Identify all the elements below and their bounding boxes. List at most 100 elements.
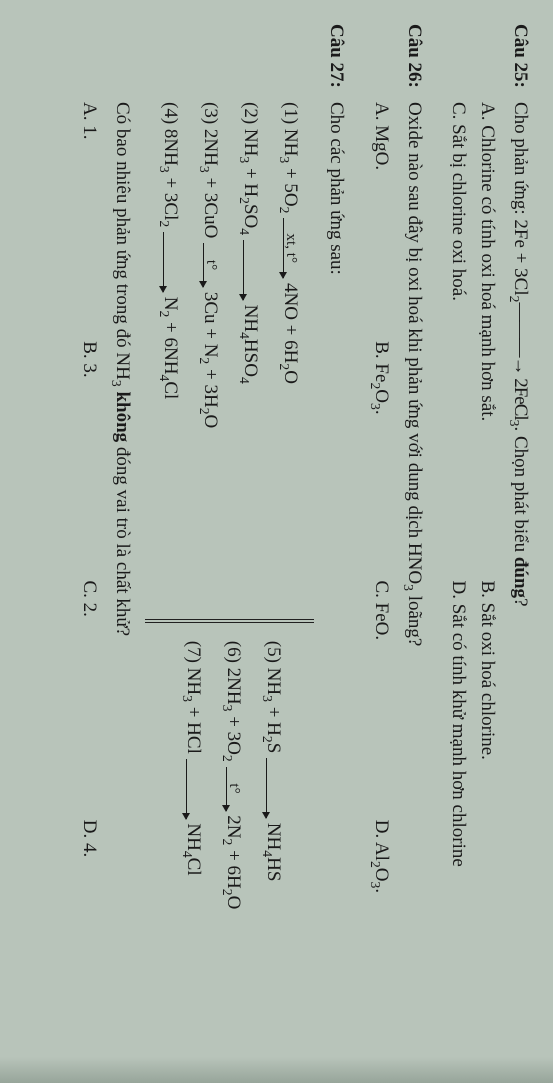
txt: đóng vai trò là chất khử?: [112, 442, 133, 636]
subscript: 4: [180, 851, 195, 858]
arrow-icon: xt, t°: [283, 218, 297, 278]
arrow-icon: [163, 232, 177, 292]
q25-stem-end: ?: [510, 598, 531, 606]
txt: + 3H: [200, 364, 221, 407]
q26-opt-a: A. MgO.: [365, 102, 396, 341]
txt: NH: [263, 823, 284, 850]
reaction-6: (6) 2NH3 + 3O2 t° 2N2 + 6H2O: [217, 641, 248, 1059]
q25-options: A. Chlorine có tính oxi hoá mạnh hơn sắt…: [443, 102, 502, 1059]
subscript: 4: [237, 228, 252, 235]
q27-opt-b: B. 3.: [74, 341, 103, 580]
txt: .: [371, 410, 392, 415]
arrow-icon: t°: [226, 767, 240, 811]
q26-stem-pre: Oxide nào sau đây bị oxi hoá khi phản ứn…: [404, 102, 425, 584]
q27-opt-d: D. 4.: [74, 820, 103, 1059]
txt: NH: [183, 823, 204, 850]
q26-body: Oxide nào sau đây bị oxi hoá khi phản ứn…: [365, 102, 429, 1059]
subscript: 2: [157, 220, 172, 227]
txt: O: [200, 415, 221, 429]
arrow-icon: [266, 758, 280, 818]
txt: (6) 2NH: [223, 641, 244, 705]
txt: .: [371, 888, 392, 893]
q27-col-right: (5) NH3 + H2S NH4HS (6) 2NH3 + 3O2 t° 2N…: [145, 619, 314, 1059]
txt: (4) 8NH: [160, 102, 181, 166]
reaction-3: (3) 2NH3 + 3CuO t° 3Cu + N2 + 3H2O: [194, 102, 225, 609]
reaction-7: (7) NH3 + HCl NH4Cl: [177, 641, 208, 1059]
page-edge-shadow: [0, 1057, 553, 1083]
q26-opt-b: B. Fe2O3.: [365, 341, 396, 580]
txt: + 6H: [223, 845, 244, 888]
q25-stem: Cho phản ứng: 2Fe + 3Cl2 ———→ 2FeCl3. Ch…: [504, 102, 535, 1059]
arrow-label: xt, t°: [285, 218, 297, 278]
subscript: 2: [277, 207, 292, 214]
txt: + 3CuO: [200, 173, 221, 239]
txt: + H: [240, 163, 261, 197]
q27-reactions: (1) NH3 + 5O2 xt, t° 4NO + 6H2O (2) NH3 …: [145, 102, 314, 1059]
q26-opt-c: C. FeO.: [365, 581, 396, 820]
reaction-2: (2) NH3 + H2SO4 NH4HSO4: [234, 102, 265, 609]
txt: S: [263, 743, 284, 754]
txt: 3Cu + N: [200, 292, 221, 358]
txt: Cl: [160, 381, 181, 399]
subscript: 2: [197, 408, 212, 415]
subscript: 4: [237, 332, 252, 339]
subscript: 3: [109, 380, 124, 387]
subscript: 3: [157, 166, 172, 173]
q27-opt-c: C. 2.: [74, 581, 103, 820]
txt: HSO: [240, 339, 261, 377]
q27-bold: không: [112, 391, 133, 442]
q26-stem: Oxide nào sau đây bị oxi hoá khi phản ứn…: [398, 102, 429, 1059]
subscript: 3: [197, 166, 212, 173]
txt: O: [371, 868, 392, 882]
txt: Cl: [183, 858, 204, 876]
q27-col-left: (1) NH3 + 5O2 xt, t° 4NO + 6H2O (2) NH3 …: [145, 102, 314, 619]
txt: D. Al: [371, 820, 392, 861]
question-27: Câu 27: Cho các phản ứng sau: (1) NH3 + …: [74, 24, 351, 1059]
txt: NH: [240, 305, 261, 332]
txt: (1) NH: [280, 102, 301, 156]
question-26: Câu 26: Oxide nào sau đây bị oxi hoá khi…: [365, 24, 429, 1059]
txt: 4NO + 6H: [280, 283, 301, 363]
arrow-icon: t°: [203, 243, 217, 287]
q27-options: A. 1. B. 3. C. 2. D. 4.: [74, 102, 103, 1059]
q25-label: Câu 25:: [443, 24, 535, 102]
arrow-icon: [186, 759, 200, 819]
q26-options: A. MgO. B. Fe2O3. C. FeO. D. Al2O3.: [365, 102, 396, 1059]
subscript: 2: [260, 736, 275, 743]
txt: (5) NH: [263, 641, 284, 695]
q25-opt-a: A. Chlorine có tính oxi hoá mạnh hơn sắt…: [473, 102, 502, 581]
question-25: Câu 25: Cho phản ứng: 2Fe + 3Cl2 ———→ 2F…: [443, 24, 535, 1059]
txt: + H: [263, 702, 284, 736]
q25-opt-b: B. Sắt oxi hoá chlorine.: [473, 581, 502, 1060]
txt: 2N: [223, 815, 244, 838]
q26-opt-d: D. Al2O3.: [365, 820, 396, 1059]
txt: B. Fe: [371, 341, 392, 382]
txt: HS: [263, 857, 284, 881]
q25-stem-post: . Chọn phát biểu: [510, 427, 531, 557]
subscript: 3: [401, 584, 416, 591]
q27-ask: Có bao nhiêu phản ứng trong đó NH3 không…: [106, 102, 137, 1059]
reaction-4: (4) 8NH3 + 3Cl2 N2 + 6NH4Cl: [154, 102, 185, 609]
arrow-text: ———→ 2FeCl: [506, 302, 535, 419]
txt: + 6NH: [160, 317, 181, 374]
q27-body: Cho các phản ứng sau: (1) NH3 + 5O2 xt, …: [74, 102, 351, 1059]
q25-bold: đúng: [510, 557, 531, 598]
txt: (7) NH: [183, 641, 204, 695]
subscript: 3: [180, 695, 195, 702]
txt: + 3Cl: [160, 173, 181, 221]
q27-opt-a: A. 1.: [74, 102, 103, 341]
subscript: 2: [237, 197, 252, 204]
subscript: 3: [507, 420, 522, 427]
q27-stem: Cho các phản ứng sau:: [322, 102, 351, 1059]
subscript: 4: [237, 377, 252, 384]
subscript: 2: [220, 889, 235, 896]
subscript: 2: [368, 861, 383, 868]
q25-opt-d: D. Sắt có tính khử mạnh hơn chlorine: [443, 581, 472, 1060]
txt: + HCl: [183, 702, 204, 754]
txt: + 3O: [223, 711, 244, 754]
txt: Có bao nhiêu phản ứng trong đó NH: [112, 102, 133, 380]
txt: O: [223, 896, 244, 910]
exam-page: Câu 25: Cho phản ứng: 2Fe + 3Cl2 ———→ 2F…: [0, 0, 553, 1083]
subscript: 3: [260, 695, 275, 702]
q25-body: Cho phản ứng: 2Fe + 3Cl2 ———→ 2FeCl3. Ch…: [443, 102, 535, 1059]
